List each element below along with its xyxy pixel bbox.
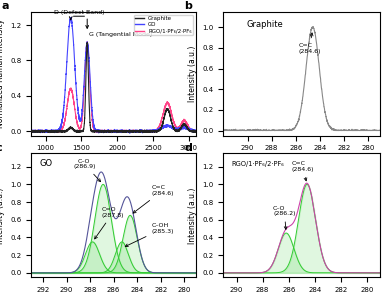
Text: C–O
(286.2): C–O (286.2) bbox=[273, 206, 296, 229]
Y-axis label: Normalized Raman Intensity: Normalized Raman Intensity bbox=[0, 19, 5, 128]
Text: C=O
(287.8): C=O (287.8) bbox=[94, 207, 124, 239]
Y-axis label: Intensity (a.u.): Intensity (a.u.) bbox=[188, 187, 197, 244]
Text: G (Tangential Mode): G (Tangential Mode) bbox=[89, 32, 152, 37]
X-axis label: Raman shift (cm⁻¹): Raman shift (cm⁻¹) bbox=[77, 157, 150, 166]
Text: Graphite: Graphite bbox=[247, 20, 284, 29]
Legend: Graphite, GO, RGO/1·PF₆/2·PF₆: Graphite, GO, RGO/1·PF₆/2·PF₆ bbox=[134, 14, 193, 35]
Text: C–O
(286.9): C–O (286.9) bbox=[73, 159, 101, 182]
Y-axis label: Intensity (a.u.): Intensity (a.u.) bbox=[0, 187, 5, 244]
Text: RGO/1·PF₆/2·PF₆: RGO/1·PF₆/2·PF₆ bbox=[231, 161, 284, 167]
X-axis label: Binding Energy (eV): Binding Energy (eV) bbox=[263, 157, 340, 166]
Text: b: b bbox=[184, 1, 192, 11]
Text: C–OH
(285.3): C–OH (285.3) bbox=[125, 223, 174, 247]
Text: C=C
(284.6): C=C (284.6) bbox=[291, 161, 314, 181]
Text: GO: GO bbox=[40, 159, 53, 168]
Text: d: d bbox=[184, 143, 192, 153]
Text: C=C
(284.6): C=C (284.6) bbox=[298, 33, 321, 54]
Text: D (Defect Band): D (Defect Band) bbox=[54, 10, 104, 15]
Text: c: c bbox=[0, 143, 2, 153]
Text: a: a bbox=[2, 1, 9, 11]
Y-axis label: Intensity (a.u.): Intensity (a.u.) bbox=[188, 45, 197, 102]
Text: C=C
(284.6): C=C (284.6) bbox=[133, 185, 174, 213]
